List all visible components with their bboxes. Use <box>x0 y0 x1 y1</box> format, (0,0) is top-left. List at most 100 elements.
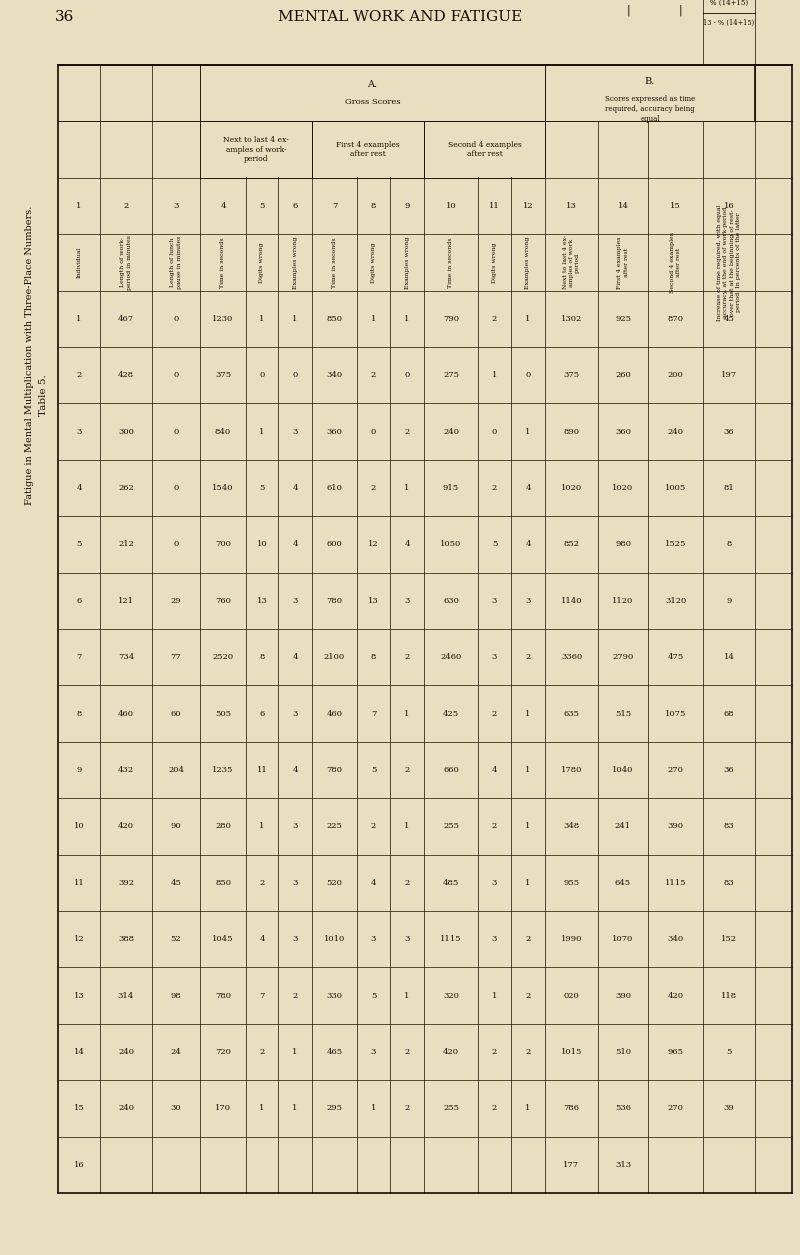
Text: 320: 320 <box>443 991 459 999</box>
Text: 2: 2 <box>492 1048 497 1055</box>
Text: 2: 2 <box>123 202 129 210</box>
Text: 60: 60 <box>170 709 182 718</box>
Text: 1: 1 <box>371 315 376 323</box>
Text: 780: 780 <box>326 766 342 774</box>
Text: Examples wrong: Examples wrong <box>405 236 410 289</box>
Text: 1: 1 <box>526 428 530 435</box>
Text: 3: 3 <box>492 935 497 944</box>
Text: 4: 4 <box>404 541 410 548</box>
Text: 2: 2 <box>404 1048 410 1055</box>
Text: 4: 4 <box>292 484 298 492</box>
Text: 2100: 2100 <box>324 653 345 661</box>
Text: 2: 2 <box>371 822 376 831</box>
Text: 313: 313 <box>615 1161 631 1168</box>
Text: 870: 870 <box>667 315 683 323</box>
Text: 460: 460 <box>326 709 342 718</box>
Text: Table 5.: Table 5. <box>39 374 49 415</box>
Text: 1: 1 <box>526 766 530 774</box>
Text: Second 4 examples
after rest: Second 4 examples after rest <box>447 141 522 158</box>
Text: 660: 660 <box>443 766 459 774</box>
Text: 152: 152 <box>721 935 737 944</box>
Text: 68: 68 <box>724 709 734 718</box>
Text: 1: 1 <box>492 991 497 999</box>
Text: 260: 260 <box>615 371 631 379</box>
Text: 24: 24 <box>170 1048 182 1055</box>
Text: Scores expressed as time: Scores expressed as time <box>605 95 695 103</box>
Text: 790: 790 <box>443 315 459 323</box>
Text: 1235: 1235 <box>212 766 234 774</box>
Bar <box>546 65 754 120</box>
Text: 1: 1 <box>259 822 265 831</box>
Text: 4: 4 <box>526 541 530 548</box>
Text: 1990: 1990 <box>561 935 582 944</box>
Text: 475: 475 <box>667 653 684 661</box>
Text: 760: 760 <box>215 597 231 605</box>
Text: 30: 30 <box>170 1104 182 1112</box>
Text: 0: 0 <box>174 315 178 323</box>
Text: 1: 1 <box>292 1048 298 1055</box>
Text: 7: 7 <box>76 653 82 661</box>
Text: 0: 0 <box>404 371 410 379</box>
Text: 3: 3 <box>404 597 410 605</box>
Text: Fatigue in Mental Multiplication with Three-Place Numbers.: Fatigue in Mental Multiplication with Th… <box>26 206 34 505</box>
Text: Time in seconds: Time in seconds <box>221 237 226 287</box>
Text: 13: 13 <box>566 202 577 210</box>
Text: 3: 3 <box>492 597 497 605</box>
Bar <box>313 122 423 177</box>
Text: 360: 360 <box>326 428 342 435</box>
Text: 3: 3 <box>292 428 298 435</box>
Text: 11: 11 <box>257 766 267 774</box>
Text: 13 - % (14+15): 13 - % (14+15) <box>703 19 754 28</box>
Text: 240: 240 <box>118 1104 134 1112</box>
Text: MENTAL WORK AND FATIGUE: MENTAL WORK AND FATIGUE <box>278 10 522 24</box>
Text: 1: 1 <box>404 709 410 718</box>
Text: 4: 4 <box>220 202 226 210</box>
Text: 2: 2 <box>526 991 530 999</box>
Text: 5: 5 <box>259 202 265 210</box>
Text: 4: 4 <box>492 766 498 774</box>
Text: 3: 3 <box>292 878 298 887</box>
Text: 1: 1 <box>492 371 497 379</box>
Text: 36: 36 <box>724 428 734 435</box>
Text: 8: 8 <box>371 653 376 661</box>
Text: 12: 12 <box>522 202 534 210</box>
Text: 1: 1 <box>526 878 530 887</box>
Text: |: | <box>626 4 630 16</box>
Bar <box>201 122 311 177</box>
Text: 83: 83 <box>724 822 734 831</box>
Text: 3: 3 <box>371 1048 376 1055</box>
Text: 645: 645 <box>615 878 631 887</box>
Text: 240: 240 <box>667 428 683 435</box>
Text: 11: 11 <box>74 878 84 887</box>
Text: 240: 240 <box>443 428 459 435</box>
Text: 90: 90 <box>170 822 182 831</box>
Text: 1115: 1115 <box>665 878 686 887</box>
Text: 720: 720 <box>215 1048 231 1055</box>
Text: 118: 118 <box>721 991 737 999</box>
Text: 14: 14 <box>723 653 734 661</box>
Text: 388: 388 <box>118 935 134 944</box>
Text: 2: 2 <box>371 484 376 492</box>
Text: 1525: 1525 <box>665 541 686 548</box>
Text: 15: 15 <box>670 202 681 210</box>
Text: 11: 11 <box>489 202 500 210</box>
Text: 9: 9 <box>76 766 82 774</box>
Text: 1: 1 <box>526 822 530 831</box>
Text: 1: 1 <box>404 315 410 323</box>
Text: 2: 2 <box>259 1048 265 1055</box>
Text: 5: 5 <box>259 484 265 492</box>
Text: 2: 2 <box>492 709 497 718</box>
Text: 1020: 1020 <box>613 484 634 492</box>
Text: 340: 340 <box>667 935 683 944</box>
Bar <box>201 65 544 120</box>
Text: 14: 14 <box>74 1048 85 1055</box>
Text: 2: 2 <box>526 935 530 944</box>
Text: 515: 515 <box>615 709 631 718</box>
Text: 428: 428 <box>118 371 134 379</box>
Text: 0: 0 <box>292 371 298 379</box>
Text: 16: 16 <box>724 202 734 210</box>
Text: 2: 2 <box>492 484 497 492</box>
Text: 10: 10 <box>446 202 456 210</box>
Text: 4: 4 <box>370 878 376 887</box>
Text: 275: 275 <box>443 371 459 379</box>
